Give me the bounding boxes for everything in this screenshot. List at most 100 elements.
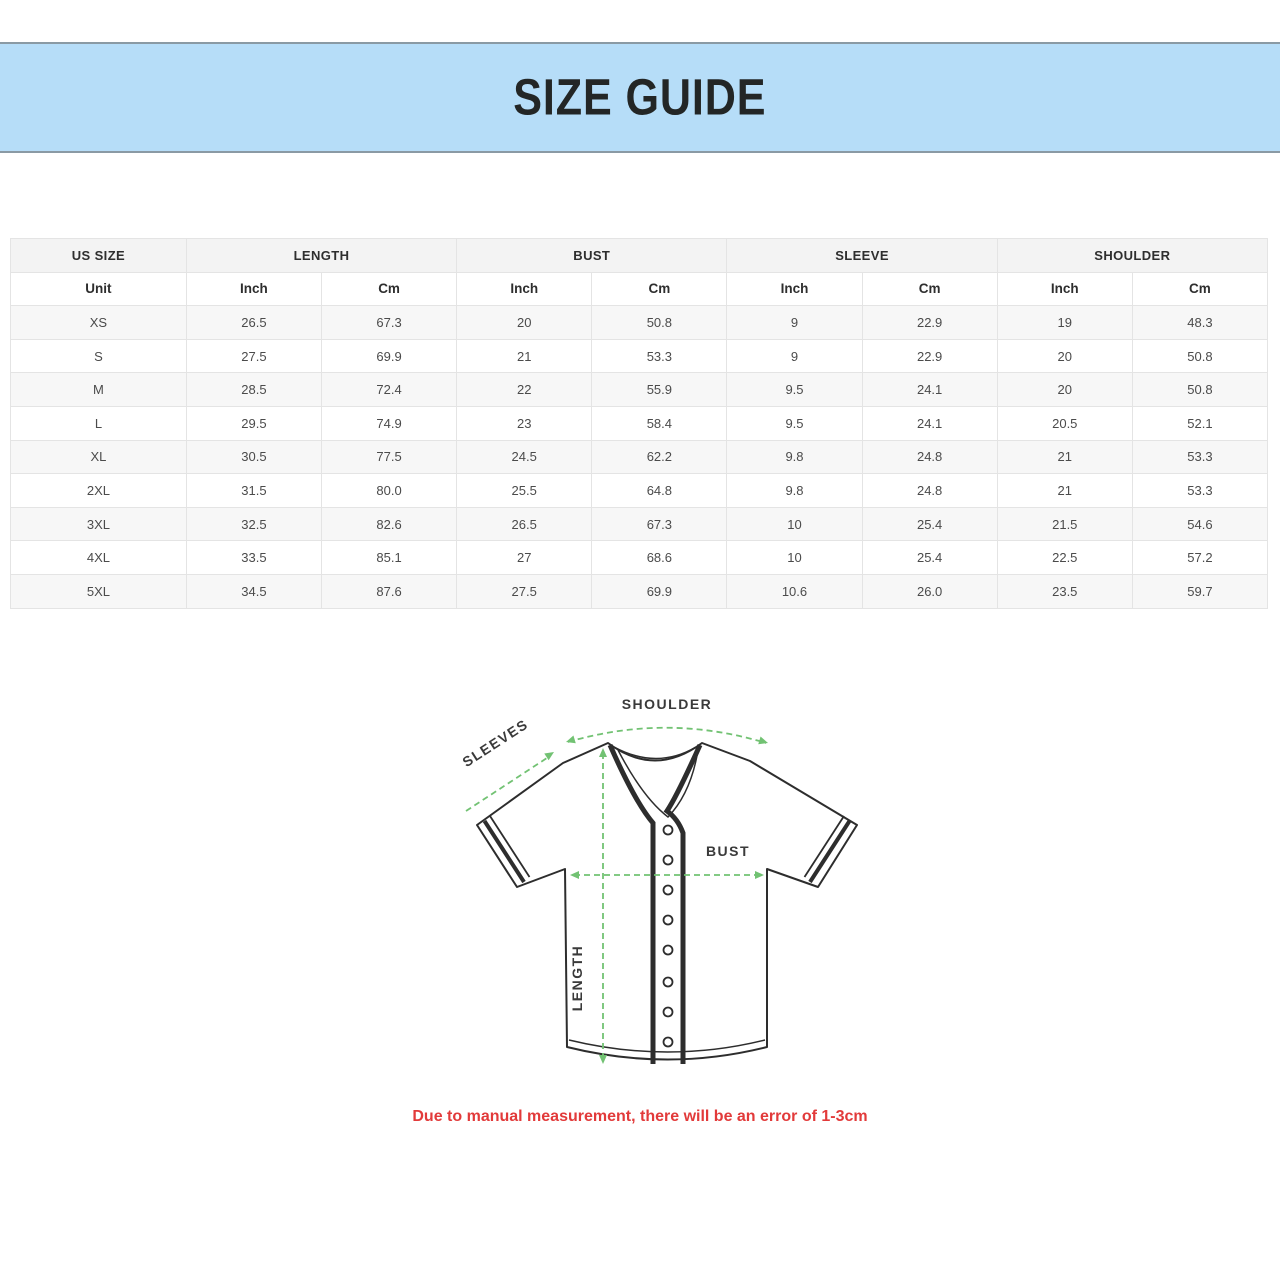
unit-header-cell: Inch: [456, 271, 593, 307]
value-cell: 54.6: [1131, 506, 1269, 542]
value-cell: 53.3: [591, 338, 728, 374]
arrowhead-icon: [758, 736, 768, 745]
unit-header-cell: Inch: [185, 271, 323, 307]
column-group-header: US SIZE: [10, 238, 187, 273]
unit-header-cell: Cm: [320, 271, 458, 307]
value-cell: 9: [726, 338, 863, 374]
jersey-buttons: [662, 824, 674, 1048]
column-group-header: BUST: [456, 238, 728, 273]
table-row: 2XL 31.5 80.0 25.5 64.8 9.8 24.8 21 53.3: [10, 473, 1269, 508]
jersey-button: [662, 1036, 674, 1048]
value-cell: 24.1: [861, 372, 998, 407]
jersey-outline: [476, 742, 858, 1064]
value-cell: 24.8: [861, 473, 998, 508]
jersey-button: [662, 884, 674, 896]
column-group-header: LENGTH: [185, 238, 458, 273]
arrowhead-icon: [599, 748, 607, 757]
value-cell: 9.8: [726, 439, 863, 475]
value-cell: 20: [996, 372, 1133, 407]
value-cell: 10: [726, 540, 863, 575]
table-row: XS 26.5 67.3 20 50.8 9 22.9 19 48.3: [10, 305, 1269, 340]
value-cell: 80.0: [320, 473, 458, 508]
jersey-diagram-svg: SHOULDER SLEEVES BUST LENGTH: [459, 696, 858, 1064]
value-cell: 34.5: [185, 573, 323, 609]
jersey-button: [662, 914, 674, 926]
table-row: 5XL 34.5 87.6 27.5 69.9 10.6 26.0 23.5 59.7: [10, 573, 1269, 609]
value-cell: 69.9: [320, 338, 458, 374]
unit-header-cell: Inch: [726, 271, 863, 307]
shoulder-label: SHOULDER: [622, 696, 713, 712]
page-title: SIZE GUIDE: [513, 69, 767, 126]
length-label: LENGTH: [569, 945, 585, 1012]
unit-header-cell: Inch: [996, 271, 1133, 307]
value-cell: 57.2: [1131, 540, 1269, 575]
value-cell: 22: [456, 372, 593, 407]
table-row: 4XL 33.5 85.1 27 68.6 10 25.4 22.5 57.2: [10, 540, 1269, 575]
value-cell: 50.8: [591, 305, 728, 340]
table-group-header-row: US SIZE LENGTH BUST SLEEVE SHOULDER: [10, 238, 1269, 273]
value-cell: 21: [456, 338, 593, 374]
unit-header-cell: Unit: [10, 271, 187, 307]
value-cell: 26.5: [185, 305, 323, 340]
jersey-button: [662, 976, 674, 988]
value-cell: 85.1: [320, 540, 458, 575]
value-cell: 87.6: [320, 573, 458, 609]
jersey-button: [662, 1006, 674, 1018]
value-cell: 68.6: [591, 540, 728, 575]
bust-label: BUST: [706, 843, 750, 859]
value-cell: 23.5: [996, 573, 1133, 609]
size-cell: M: [10, 372, 187, 407]
value-cell: 27.5: [456, 573, 593, 609]
value-cell: 22.9: [861, 338, 998, 374]
value-cell: 82.6: [320, 506, 458, 542]
size-cell: 4XL: [10, 540, 187, 575]
value-cell: 24.5: [456, 439, 593, 475]
size-cell: S: [10, 338, 187, 374]
unit-header-cell: Cm: [591, 271, 728, 307]
size-cell: 3XL: [10, 506, 187, 542]
arrowhead-icon: [566, 735, 576, 744]
value-cell: 21: [996, 473, 1133, 508]
value-cell: 22.5: [996, 540, 1133, 575]
value-cell: 72.4: [320, 372, 458, 407]
column-group-header: SHOULDER: [996, 238, 1269, 273]
sleeves-label: SLEEVES: [459, 716, 531, 770]
value-cell: 50.8: [1131, 338, 1269, 374]
value-cell: 52.1: [1131, 405, 1269, 441]
measurement-arrows: [465, 726, 767, 1060]
table-row: M 28.5 72.4 22 55.9 9.5 24.1 20 50.8: [10, 372, 1269, 407]
value-cell: 25.4: [861, 540, 998, 575]
value-cell: 21: [996, 439, 1133, 475]
value-cell: 69.9: [591, 573, 728, 609]
value-cell: 9.5: [726, 372, 863, 407]
arrowhead-icon: [755, 871, 764, 879]
value-cell: 29.5: [185, 405, 323, 441]
size-cell: 2XL: [10, 473, 187, 508]
value-cell: 48.3: [1131, 305, 1269, 340]
value-cell: 19: [996, 305, 1133, 340]
value-cell: 24.1: [861, 405, 998, 441]
measurement-disclaimer: Due to manual measurement, there will be…: [412, 1108, 868, 1125]
size-guide-banner: SIZE GUIDE: [0, 42, 1280, 153]
size-table-container: US SIZE LENGTH BUST SLEEVE SHOULDER Unit Inch C…: [10, 238, 1269, 609]
value-cell: 55.9: [591, 372, 728, 407]
unit-header-cell: Cm: [861, 271, 998, 307]
value-cell: 33.5: [185, 540, 323, 575]
size-table: US SIZE LENGTH BUST SLEEVE SHOULDER Unit Inch C…: [10, 238, 1269, 609]
value-cell: 74.9: [320, 405, 458, 441]
shoulder-measure-line: [567, 726, 767, 744]
value-cell: 24.8: [861, 439, 998, 475]
value-cell: 23: [456, 405, 593, 441]
size-cell: XL: [10, 439, 187, 475]
value-cell: 9.8: [726, 473, 863, 508]
size-cell: L: [10, 405, 187, 441]
value-cell: 26.0: [861, 573, 998, 609]
arrowhead-icon: [544, 752, 554, 761]
value-cell: 26.5: [456, 506, 593, 542]
value-cell: 58.4: [591, 405, 728, 441]
jersey-button: [662, 944, 674, 956]
value-cell: 77.5: [320, 439, 458, 475]
value-cell: 62.2: [591, 439, 728, 475]
table-row: XL 30.5 77.5 24.5 62.2 9.8 24.8 21 53.3: [10, 439, 1269, 475]
value-cell: 28.5: [185, 372, 323, 407]
